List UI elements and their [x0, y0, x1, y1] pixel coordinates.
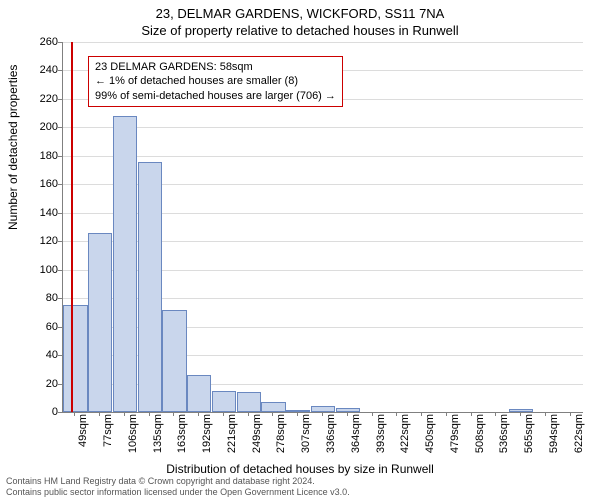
- x-tick-label: 393sqm: [375, 414, 387, 474]
- footer-line: Contains HM Land Registry data © Crown c…: [6, 476, 594, 487]
- x-tick-label: 221sqm: [226, 414, 238, 474]
- y-axis-label: Number of detached properties: [6, 65, 20, 230]
- histogram-bar: [261, 402, 285, 412]
- y-tick: [58, 42, 62, 43]
- callout-line: 99% of semi-detached houses are larger (…: [95, 89, 336, 103]
- x-tick-label: 450sqm: [424, 414, 436, 474]
- x-tick: [446, 412, 447, 416]
- y-tick: [58, 184, 62, 185]
- x-tick-label: 135sqm: [152, 414, 164, 474]
- y-tick-label: 160: [28, 178, 58, 190]
- x-tick-label: 77sqm: [102, 414, 114, 474]
- x-tick-label: 536sqm: [498, 414, 510, 474]
- y-tick: [58, 355, 62, 356]
- y-tick-label: 180: [28, 150, 58, 162]
- x-tick: [396, 412, 397, 416]
- x-tick-label: 479sqm: [449, 414, 461, 474]
- gridline: [63, 42, 583, 43]
- x-tick: [248, 412, 249, 416]
- histogram-bar: [138, 162, 162, 412]
- callout-line: ← 1% of detached houses are smaller (8): [95, 74, 336, 88]
- x-tick-label: 364sqm: [350, 414, 362, 474]
- x-tick-label: 249sqm: [251, 414, 263, 474]
- y-tick-label: 200: [28, 121, 58, 133]
- x-tick: [124, 412, 125, 416]
- title-sub: Size of property relative to detached ho…: [0, 21, 600, 42]
- histogram-bar: [187, 375, 211, 412]
- histogram-bar: [336, 408, 360, 412]
- x-tick-label: 278sqm: [275, 414, 287, 474]
- y-tick: [58, 327, 62, 328]
- x-tick-label: 508sqm: [474, 414, 486, 474]
- x-tick: [149, 412, 150, 416]
- y-tick-label: 100: [28, 264, 58, 276]
- x-tick-label: 49sqm: [77, 414, 89, 474]
- x-tick-label: 163sqm: [176, 414, 188, 474]
- y-tick-label: 20: [28, 378, 58, 390]
- property-marker-line: [71, 42, 73, 412]
- y-tick: [58, 412, 62, 413]
- x-tick: [495, 412, 496, 416]
- x-tick: [421, 412, 422, 416]
- gridline: [63, 156, 583, 157]
- x-tick: [545, 412, 546, 416]
- y-tick: [58, 298, 62, 299]
- y-tick-label: 80: [28, 292, 58, 304]
- histogram-bar: [88, 233, 112, 412]
- x-tick-label: 594sqm: [548, 414, 560, 474]
- y-tick: [58, 384, 62, 385]
- x-tick: [173, 412, 174, 416]
- callout-line: 23 DELMAR GARDENS: 58sqm: [95, 60, 336, 74]
- title-main: 23, DELMAR GARDENS, WICKFORD, SS11 7NA: [0, 0, 600, 21]
- x-tick: [520, 412, 521, 416]
- footer-attribution: Contains HM Land Registry data © Crown c…: [0, 474, 600, 500]
- x-tick: [372, 412, 373, 416]
- y-tick-label: 260: [28, 36, 58, 48]
- y-tick: [58, 156, 62, 157]
- histogram-bar: [212, 391, 236, 412]
- y-tick-label: 40: [28, 349, 58, 361]
- x-tick: [322, 412, 323, 416]
- x-tick: [471, 412, 472, 416]
- y-tick-label: 240: [28, 64, 58, 76]
- x-tick-label: 422sqm: [399, 414, 411, 474]
- x-tick-label: 336sqm: [325, 414, 337, 474]
- x-tick: [223, 412, 224, 416]
- x-tick: [272, 412, 273, 416]
- histogram-bar: [63, 305, 87, 412]
- y-tick-label: 60: [28, 321, 58, 333]
- x-tick: [347, 412, 348, 416]
- y-tick: [58, 127, 62, 128]
- x-tick: [74, 412, 75, 416]
- y-tick: [58, 99, 62, 100]
- histogram-bar: [162, 310, 186, 412]
- x-tick-label: 192sqm: [201, 414, 213, 474]
- callout-box: 23 DELMAR GARDENS: 58sqm ← 1% of detache…: [88, 56, 343, 107]
- y-tick-label: 220: [28, 93, 58, 105]
- y-tick-label: 140: [28, 207, 58, 219]
- y-tick: [58, 70, 62, 71]
- x-tick-label: 307sqm: [300, 414, 312, 474]
- x-tick: [198, 412, 199, 416]
- histogram-bar: [237, 392, 261, 412]
- gridline: [63, 127, 583, 128]
- x-tick: [297, 412, 298, 416]
- y-tick: [58, 213, 62, 214]
- y-tick: [58, 270, 62, 271]
- y-tick-label: 0: [28, 406, 58, 418]
- y-tick: [58, 241, 62, 242]
- x-tick: [99, 412, 100, 416]
- footer-line: Contains public sector information licen…: [6, 487, 594, 498]
- x-tick-label: 565sqm: [523, 414, 535, 474]
- histogram-bar: [113, 116, 137, 412]
- y-tick-label: 120: [28, 235, 58, 247]
- x-tick: [570, 412, 571, 416]
- x-tick-label: 106sqm: [127, 414, 139, 474]
- x-tick-label: 622sqm: [573, 414, 585, 474]
